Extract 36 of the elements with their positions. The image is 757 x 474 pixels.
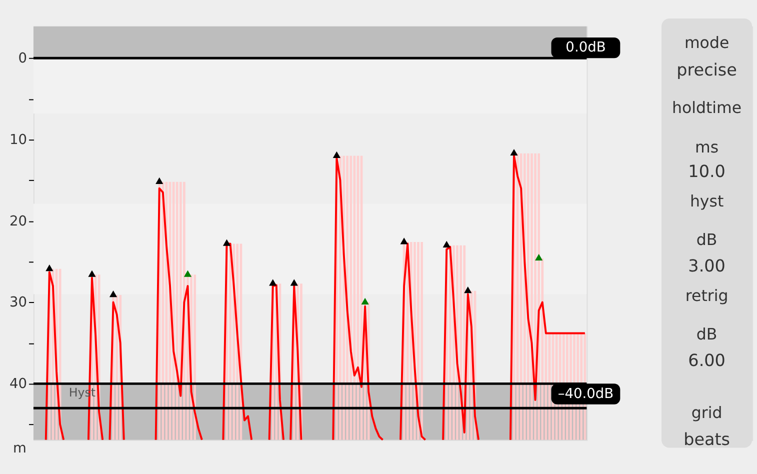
point [361,298,369,304]
y-tick-label: 30 [10,294,28,311]
ref-line-label: –40.0dB [558,386,614,402]
point [464,286,472,294]
point [88,270,96,277]
text: grid [691,403,722,422]
point [269,279,277,286]
text: holdtime [672,98,742,118]
y-tick-label: 0 [18,50,28,67]
point [156,177,164,184]
text: precise [676,60,737,80]
text: m [12,440,26,457]
point [290,279,298,286]
text: mode [684,33,730,52]
text: hyst [690,192,724,211]
text: retrig [685,286,728,306]
point [535,254,543,261]
point [109,290,118,298]
point [442,240,450,248]
point [46,264,54,272]
text: dB [696,230,718,249]
point [332,151,340,158]
point [400,238,408,244]
text: 6.00 [688,350,726,370]
text: ms [695,137,719,156]
y-tick-label: 20 [10,213,28,230]
point [184,270,192,277]
text: beats [684,428,730,449]
point [510,148,518,156]
point [222,239,231,246]
text: 10.0 [688,161,726,181]
y-tick-label: 40 [10,376,28,392]
text: 3.00 [688,256,726,276]
text: dB [696,324,718,344]
ref-line-label: 0.0dB [566,40,606,56]
y-tick-label: 10 [10,132,28,148]
